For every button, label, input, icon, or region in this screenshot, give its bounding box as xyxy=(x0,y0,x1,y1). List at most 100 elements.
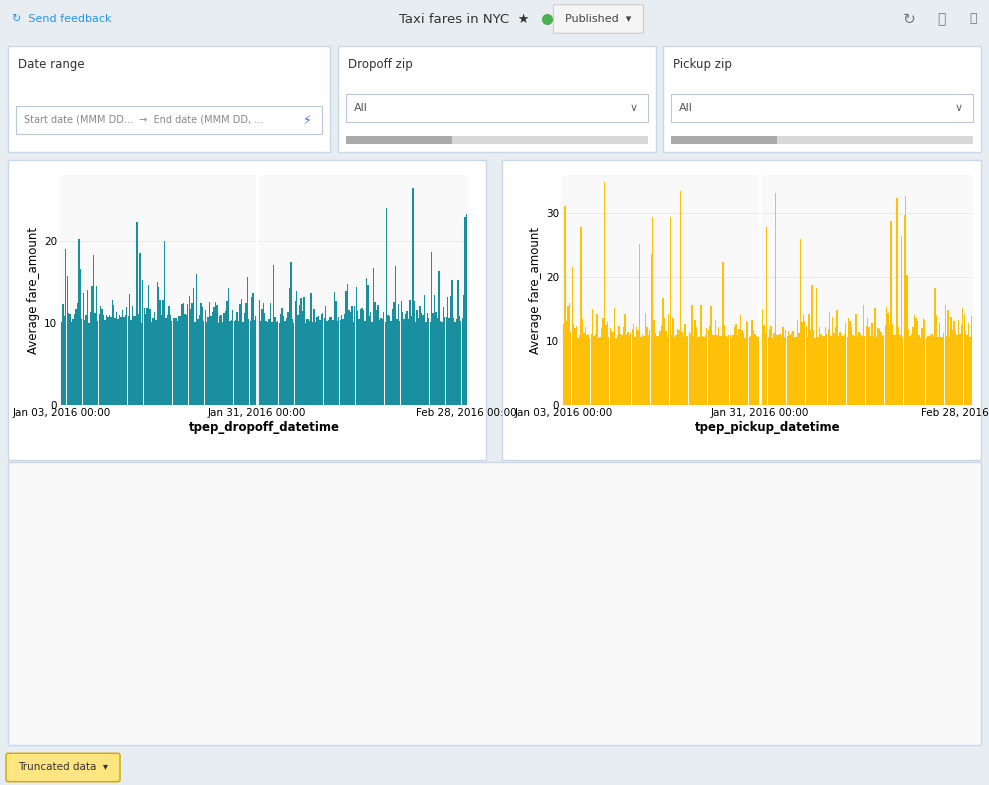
Point xyxy=(643,542,659,555)
Point xyxy=(92,665,108,677)
Bar xyxy=(676,329,678,405)
Point xyxy=(249,640,265,652)
Point xyxy=(96,663,112,675)
Point xyxy=(409,607,425,619)
Point xyxy=(398,616,413,629)
Text: Date range: Date range xyxy=(18,58,85,71)
Point xyxy=(621,580,637,593)
Bar xyxy=(438,271,440,405)
Point xyxy=(458,606,474,619)
Point xyxy=(172,653,188,666)
Point xyxy=(232,625,248,637)
Point xyxy=(102,659,118,672)
Point xyxy=(202,648,218,660)
Point xyxy=(297,615,313,627)
Point xyxy=(503,601,519,614)
Point xyxy=(382,610,398,623)
Point xyxy=(260,633,276,646)
Point xyxy=(524,559,540,571)
Point xyxy=(342,621,358,633)
Point xyxy=(217,644,232,657)
Point xyxy=(314,621,329,633)
Point xyxy=(284,633,300,645)
Point xyxy=(156,656,172,669)
Point xyxy=(566,590,582,602)
Point xyxy=(339,626,355,639)
Point xyxy=(134,659,149,671)
Point xyxy=(175,648,191,660)
Point xyxy=(124,657,139,670)
Point xyxy=(343,626,359,639)
Point xyxy=(311,631,326,644)
Point xyxy=(159,652,175,664)
Point xyxy=(59,671,75,684)
Point xyxy=(267,636,283,648)
Point xyxy=(192,651,208,663)
Point xyxy=(112,651,128,663)
Point xyxy=(329,625,345,637)
Point xyxy=(263,632,279,644)
Point xyxy=(119,656,135,669)
Point xyxy=(356,612,372,624)
Bar xyxy=(172,318,174,405)
Point xyxy=(373,619,389,631)
Point xyxy=(690,571,706,584)
Point xyxy=(309,619,324,631)
Point xyxy=(329,605,345,618)
Bar xyxy=(373,268,374,405)
Point xyxy=(88,663,104,675)
Point xyxy=(364,619,380,632)
Point xyxy=(251,641,267,654)
Bar xyxy=(856,338,858,405)
Point xyxy=(360,614,376,626)
Point xyxy=(108,664,124,677)
Point xyxy=(458,606,474,619)
Point xyxy=(183,635,199,648)
Point xyxy=(414,596,430,608)
Point xyxy=(597,557,613,569)
Point xyxy=(758,557,773,570)
Point xyxy=(278,636,294,648)
Point xyxy=(225,639,241,652)
Point xyxy=(109,659,125,672)
Point xyxy=(264,639,280,652)
Point xyxy=(276,629,292,641)
Bar xyxy=(180,316,181,405)
Point xyxy=(389,608,405,620)
Point xyxy=(118,659,134,671)
Bar xyxy=(392,309,394,405)
Point xyxy=(258,634,274,647)
Point xyxy=(249,636,265,648)
Point xyxy=(63,652,79,664)
Point xyxy=(205,648,221,661)
Point xyxy=(447,605,463,618)
Bar xyxy=(731,338,733,405)
Point xyxy=(324,623,340,636)
Point xyxy=(189,641,205,653)
Point xyxy=(281,630,297,642)
Point xyxy=(274,637,290,650)
Point xyxy=(386,618,402,630)
Point xyxy=(145,658,161,670)
Point xyxy=(259,634,275,647)
Point xyxy=(369,576,385,589)
Point xyxy=(441,608,457,621)
Point xyxy=(471,598,487,611)
Point xyxy=(204,646,220,659)
Point xyxy=(247,637,263,649)
Point xyxy=(332,626,348,639)
Point xyxy=(345,624,361,637)
Point xyxy=(315,630,330,642)
Point xyxy=(283,635,299,648)
Point xyxy=(366,600,382,612)
Point xyxy=(138,645,154,658)
Point xyxy=(368,620,384,633)
Point xyxy=(480,591,495,604)
Point xyxy=(329,626,345,639)
Point xyxy=(128,661,143,674)
Point xyxy=(426,610,442,623)
Point xyxy=(253,624,269,637)
Point xyxy=(273,627,289,640)
Point xyxy=(56,653,72,666)
Point xyxy=(297,631,313,644)
